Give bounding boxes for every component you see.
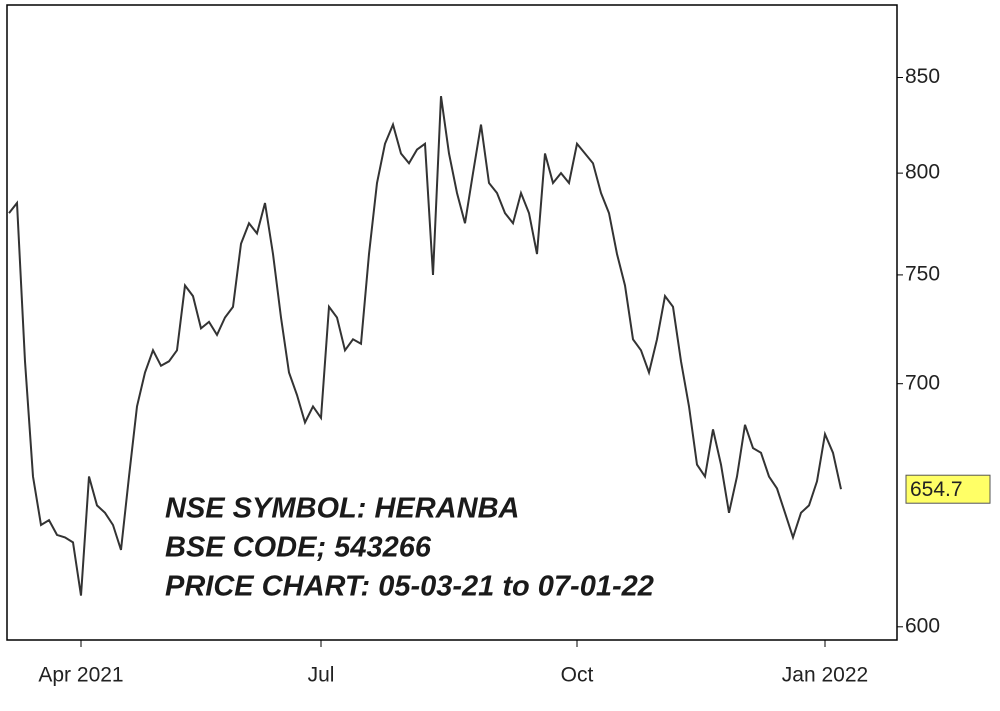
- annotation: BSE CODE; 543266: [165, 532, 432, 564]
- price-line: [8, 96, 842, 596]
- y-tick-label: 750: [905, 262, 940, 285]
- y-tick-label: 800: [905, 161, 940, 184]
- last-value-box: [905, 474, 991, 504]
- x-tick-label: Apr 2021: [38, 664, 123, 687]
- annotation: PRICE CHART: 05-03-21 to 07-01-22: [165, 571, 654, 603]
- annotation: NSE SYMBOL: HERANBA: [165, 493, 519, 525]
- plot-frame: [6, 4, 898, 641]
- y-tick-label: 700: [905, 371, 940, 394]
- y-tick-label: 850: [905, 65, 940, 88]
- x-tick-label: Oct: [561, 664, 594, 687]
- last-value-label: 654.7: [910, 478, 963, 501]
- x-tick-label: Jan 2022: [782, 664, 868, 687]
- x-tick-label: Jul: [308, 664, 335, 687]
- y-tick-label: 600: [905, 614, 940, 637]
